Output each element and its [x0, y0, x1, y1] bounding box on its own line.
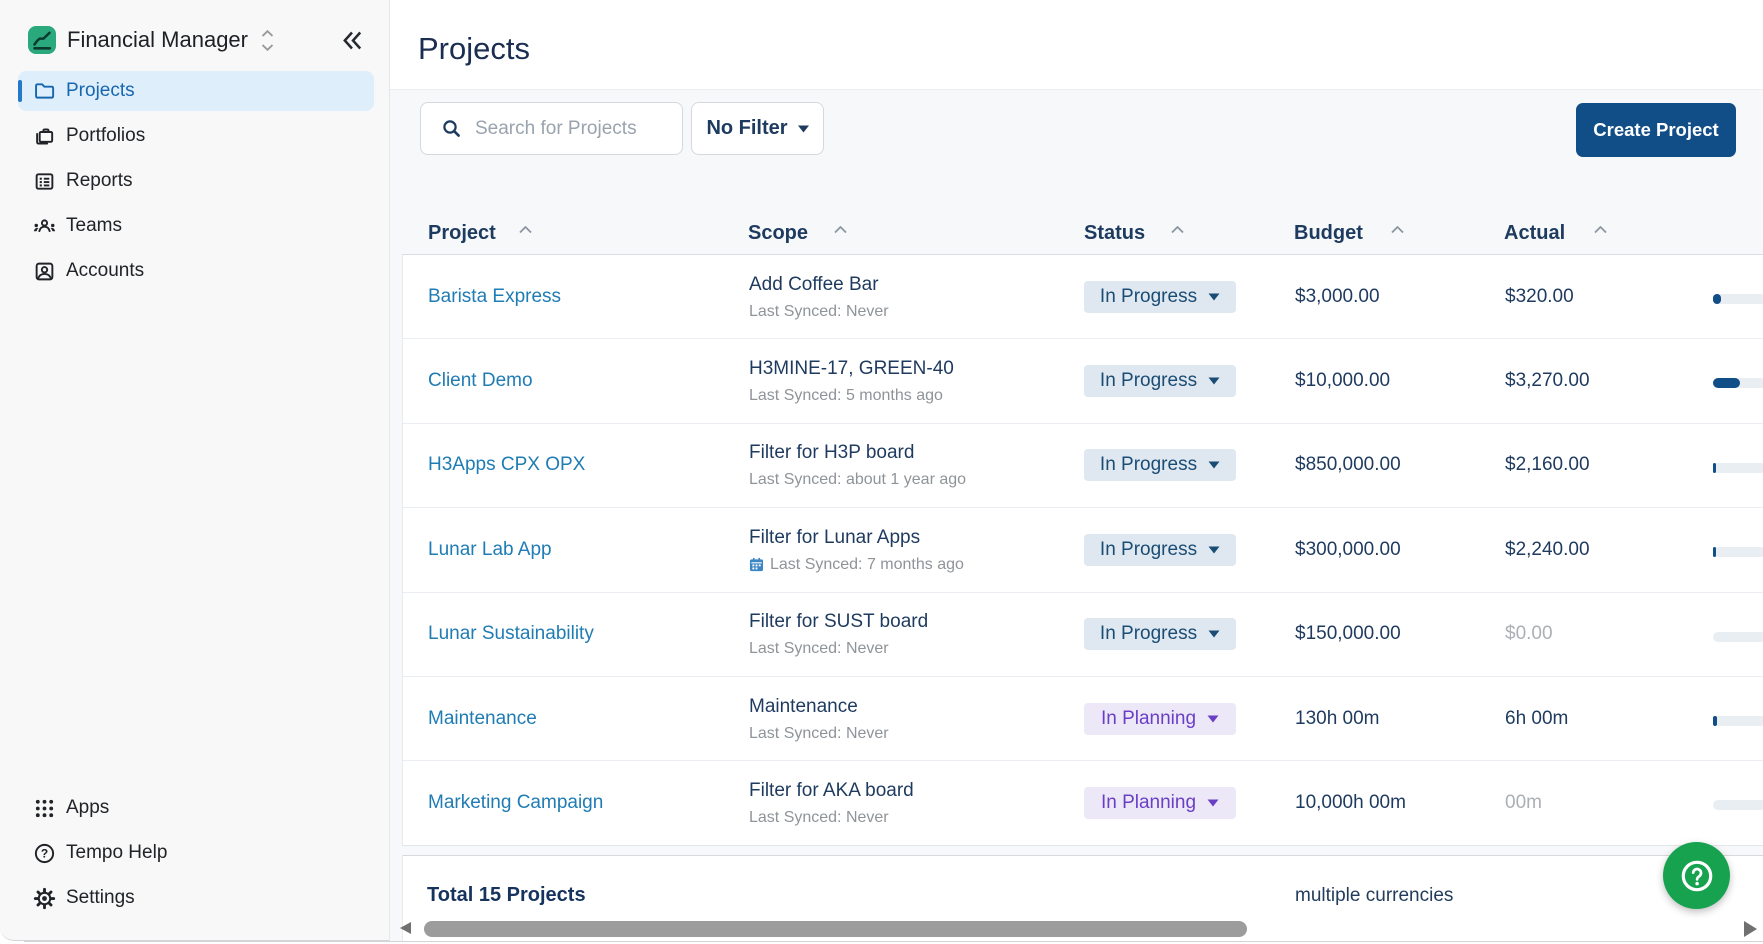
svg-text:?: ?	[41, 846, 48, 860]
